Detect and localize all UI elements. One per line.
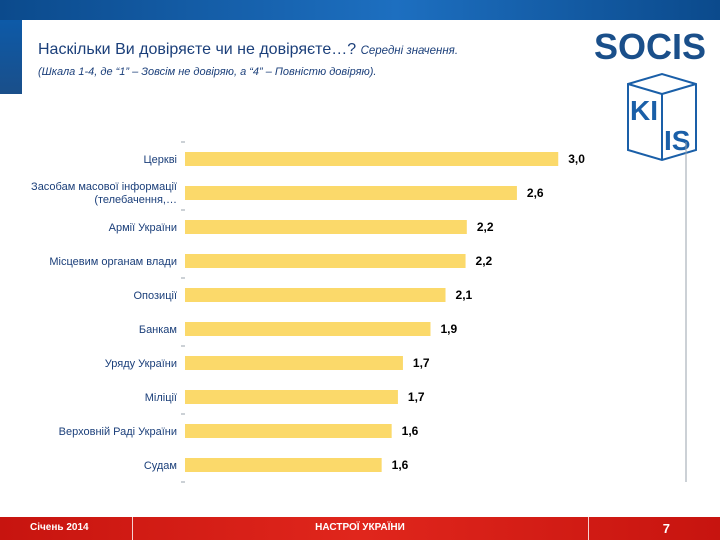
title-main: Наскільки Ви довіряєте чи не довіряєте…? [38,41,357,58]
category-label: Церкві [144,154,177,166]
bar [185,356,403,370]
data-label: 2,2 [477,220,494,234]
data-label: 2,1 [456,288,473,302]
bar-chart: Церкві 3,0 Засобам масової інформації (теле… [31,141,699,517]
top-bar [0,0,720,20]
data-label: 1,7 [413,356,430,370]
data-label: 2,2 [476,254,493,268]
category-label: Верховній Раді України [59,426,177,438]
bar [185,390,398,404]
socis-logo-text: SOCIS [594,26,706,66]
x-tick-label: 0,0 [172,515,198,517]
category-label: Місцевим органам влади [49,256,177,268]
bar [185,322,431,336]
data-label: 1,6 [392,458,409,472]
bar [185,288,446,302]
socis-logo: SOCIS [594,26,706,66]
x-tick-label: 4,0 [673,515,699,517]
category-label: Банкам [139,324,177,336]
slide-subtitle: (Шкала 1-4, де “1” – Зовсім не довіряю, … [38,66,377,78]
x-tick-label: 3,0 [548,515,574,517]
category-label: Уряду України [105,358,177,370]
bar [185,254,466,268]
bar [185,424,392,438]
x-tick-label: 1,0 [297,515,323,517]
category-label: Судам [144,460,177,472]
footer-date: Січень 2014 [30,522,89,533]
bar [185,458,382,472]
data-label: 1,7 [408,390,425,404]
category-label: Опозиції [134,290,178,302]
footer-bar: Січень 2014 НАСТРОЇ УКРАЇНИ 7 [0,517,720,540]
bar [185,220,467,234]
data-label: 2,6 [527,186,544,200]
kiis-logo-top: KI [630,95,658,126]
side-accent [0,20,22,94]
data-label: 3,0 [568,152,585,166]
data-label: 1,9 [440,322,457,336]
data-label: 1,6 [402,424,419,438]
category-label: Міліції [145,392,177,404]
slide-title: Наскільки Ви довіряєте чи не довіряєте…?… [38,41,458,59]
page-number: 7 [662,521,670,536]
footer-title: НАСТРОЇ УКРАЇНИ [315,522,405,533]
bar [185,186,517,200]
bar [185,152,559,166]
footer-divider [132,517,133,540]
x-tick-label: 2,0 [422,515,448,517]
title-suffix: Середні значення. [360,45,459,57]
footer-divider [588,517,589,540]
category-label: Армії України [109,222,177,234]
category-label: Засобам масової інформації (телебачення,… [31,181,177,206]
